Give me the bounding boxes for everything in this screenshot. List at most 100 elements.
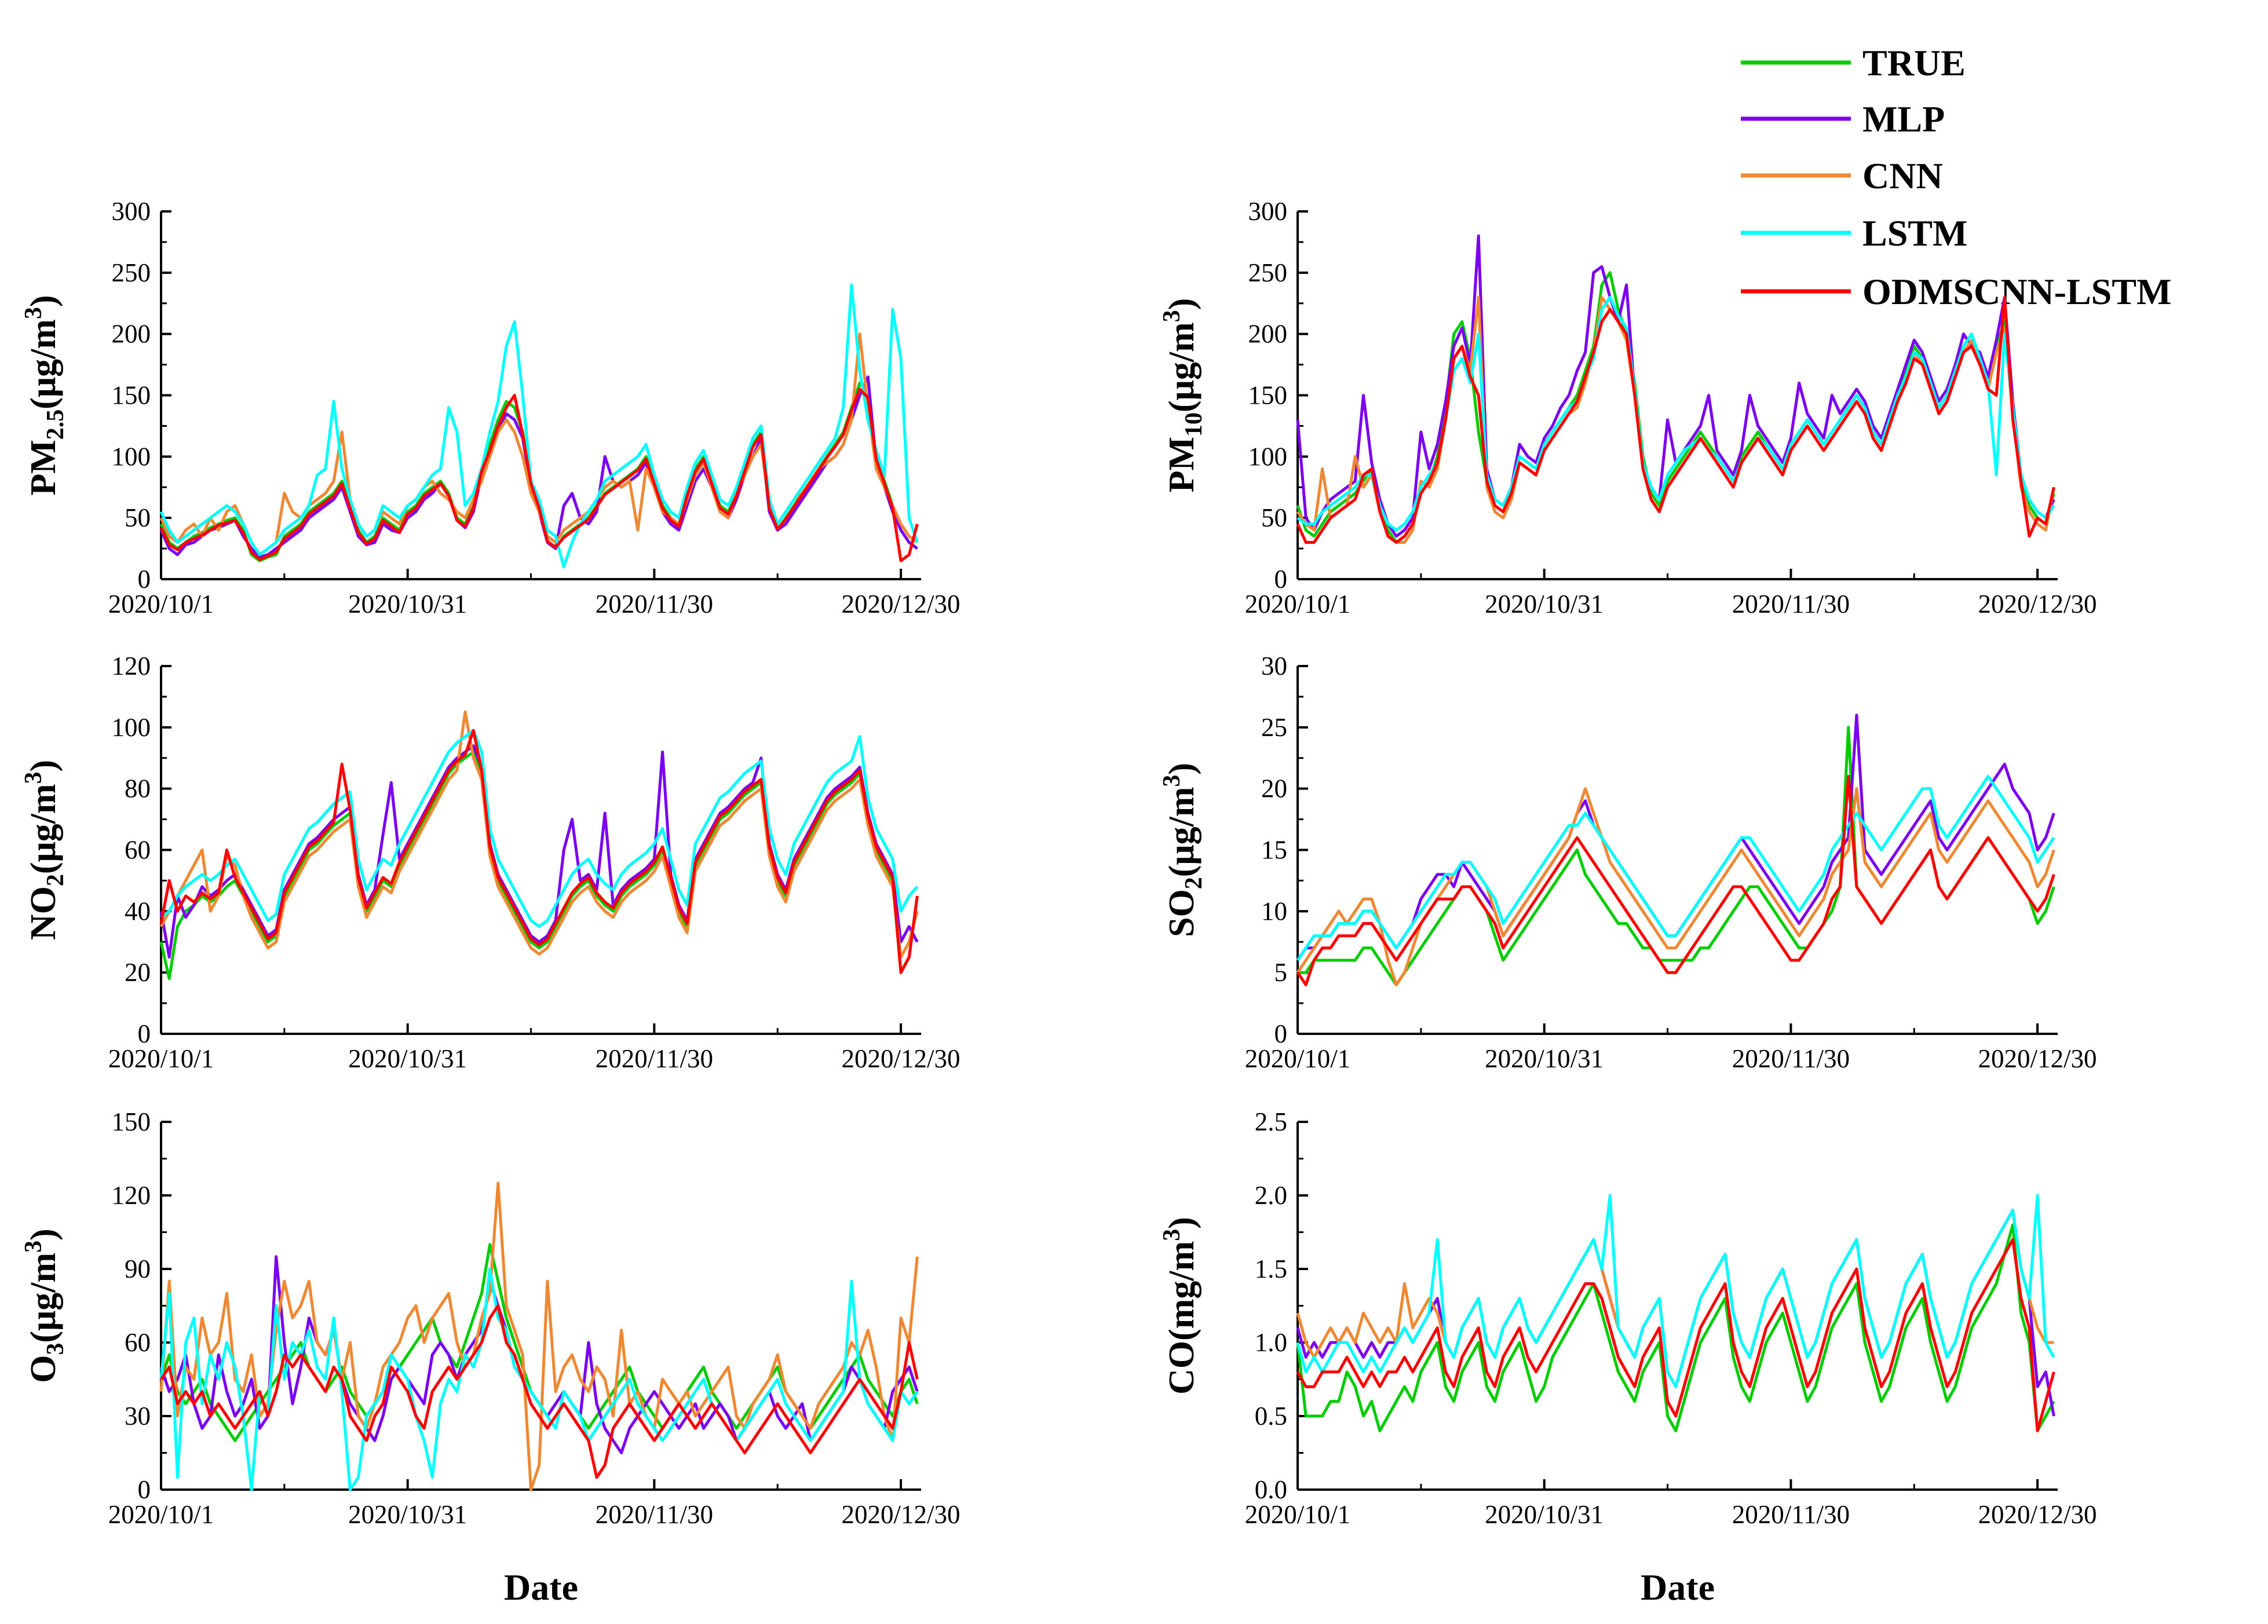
y-tick-label: 10 [1261,897,1287,926]
y-tick-label: 1.0 [1255,1328,1287,1357]
y-tick-label: 0.0 [1255,1475,1287,1504]
series-line-odmscnn-lstm [159,1304,919,1479]
y-tick-label: 0 [1274,565,1288,594]
series-line-cnn [159,1182,919,1491]
y-tick-label: 0.5 [1255,1402,1287,1431]
y-tick-label: 50 [1261,503,1287,532]
legend-item-true: TRUE [1741,42,1966,83]
series-line-true [1296,1223,2055,1432]
y-tick-label: 2.5 [1255,1107,1287,1136]
y-tick-label: 0 [138,1019,151,1048]
y-tick-label: 5 [1274,958,1288,987]
legend-label-mlp: MLP [1862,98,1945,140]
y-axis-label: PM10(μg/m3) [1159,298,1207,493]
chart-panel-5: 0 30 60 90 120 150 2020/10/1 2020/10/31 2020/11/… [20,1107,960,1608]
y-tick-label: 50 [125,503,151,532]
series-line-cnn [159,332,918,557]
series-line-lstm [1296,1194,2055,1388]
legend-item-cnn: CNN [1741,155,1943,196]
y-tick-label: 150 [112,381,151,410]
x-tick-label: 2020/10/1 [108,1044,214,1073]
x-tick-label: 2020/10/31 [348,1044,467,1073]
y-tick-label: 120 [112,652,151,681]
series-line-lstm [159,1267,919,1491]
y-tick-label: 300 [1248,197,1288,226]
x-tick-label: 2020/11/30 [1732,590,1850,619]
series-line-odmscnn-lstm [159,387,919,562]
y-tick-label: 60 [125,1328,151,1357]
x-tick-label: 2020/10/1 [108,590,214,619]
y-tick-label: 80 [125,774,151,803]
y-tick-label: 300 [112,197,151,226]
x-tick-label: 2020/10/31 [1485,1500,1604,1529]
y-axis-label: PM2.5(μg/m3) [20,295,69,495]
y-tick-label: 0 [138,1475,151,1504]
y-axis-label: SO2(μg/m3) [1159,763,1207,937]
y-tick-label: 15 [1261,836,1287,865]
x-tick-label: 2020/10/31 [1485,1044,1604,1073]
x-tick-label: 2020/12/30 [1978,1500,2097,1529]
y-axis-label: O3(μg/m3) [20,1228,69,1383]
chart-panel-6: 0.0 0.5 1.0 1.5 2.0 2.5 2020/10/1 2020/10/31 202… [1159,1107,2097,1608]
y-tick-label: 25 [1261,713,1287,742]
y-tick-label: 120 [112,1181,151,1210]
x-tick-label: 2020/11/30 [596,590,713,619]
x-tick-label: 2020/11/30 [596,1044,713,1073]
y-axis-label: NO2(μg/m3) [20,760,69,940]
x-tick-label: 2020/10/1 [1245,1500,1351,1529]
x-tick-label: 2020/10/31 [1485,590,1604,619]
x-tick-label: 2020/11/30 [1732,1500,1850,1529]
series-line-lstm [1296,775,2055,961]
x-tick-label: 2020/11/30 [1732,1044,1850,1073]
series-line-cnn [159,710,919,959]
y-tick-label: 20 [125,958,151,987]
legend-label-cnn: CNN [1862,155,1943,196]
chart-panel-3: 0 20 40 60 80 100 120 2020/10/1 2020/10/31 2020/1… [20,652,960,1073]
y-tick-label: 100 [112,442,151,471]
x-tick-label: 2020/12/30 [1978,1044,2097,1073]
y-tick-label: 60 [125,836,151,865]
y-tick-label: 0 [1274,1019,1288,1048]
y-tick-label: 200 [112,320,151,349]
x-tick-label: 2020/12/30 [1978,590,2097,619]
chart-panel-2: 0 50 100 150 200 250 300 2020/10/1 2020/10/31 202… [1159,197,2097,619]
legend-item-odmscnn-lstm: ODMSCNN-LSTM [1741,271,2171,312]
y-tick-label: 100 [112,713,151,742]
x-tick-label: 2020/10/31 [348,1500,467,1529]
legend: TRUE MLP CNN LSTM ODMSCNN-LSTM [1741,42,2171,312]
chart-panel-1: 0 50 100 150 200 250 300 2020/10/1 2020/10/31 202… [20,197,960,619]
legend-label-odmscnn-lstm: ODMSCNN-LSTM [1862,271,2171,312]
y-tick-label: 1.5 [1255,1254,1287,1283]
x-tick-label: 2020/12/30 [842,590,960,619]
series-line-lstm [1296,295,2055,532]
x-tick-label: 2020/10/31 [348,590,467,619]
y-tick-label: 150 [112,1107,151,1136]
series-line-mlp [159,375,918,559]
series-line-cnn [1296,295,2055,544]
y-tick-label: 150 [1248,381,1288,410]
chart-panel-4: 0 5 10 15 20 25 30 2020/10/1 2020/10/31 2020/11/3… [1159,652,2097,1073]
legend-item-mlp: MLP [1741,98,1945,140]
series-line-lstm [159,283,919,569]
y-tick-label: 30 [1261,652,1287,681]
series-line-odmscnn-lstm [1296,775,2055,986]
x-axis-title: Date [504,1567,578,1608]
y-tick-label: 90 [125,1254,151,1283]
y-tick-label: 250 [1248,258,1288,287]
series-line-odmscnn-lstm [1296,295,2055,544]
legend-label-lstm: LSTM [1862,213,1967,254]
y-tick-label: 200 [1248,320,1288,349]
x-tick-label: 2020/12/30 [842,1044,960,1073]
x-tick-label: 2020/10/1 [108,1500,214,1529]
y-tick-label: 20 [1261,774,1287,803]
x-tick-label: 2020/12/30 [842,1500,960,1529]
series-line-true [159,381,918,562]
y-tick-label: 40 [125,897,151,926]
x-tick-label: 2020/10/1 [1245,590,1351,619]
y-tick-label: 0 [138,565,151,594]
series-line-odmscnn-lstm [159,729,919,974]
x-tick-label: 2020/11/30 [596,1500,713,1529]
series-line-lstm [160,729,919,928]
